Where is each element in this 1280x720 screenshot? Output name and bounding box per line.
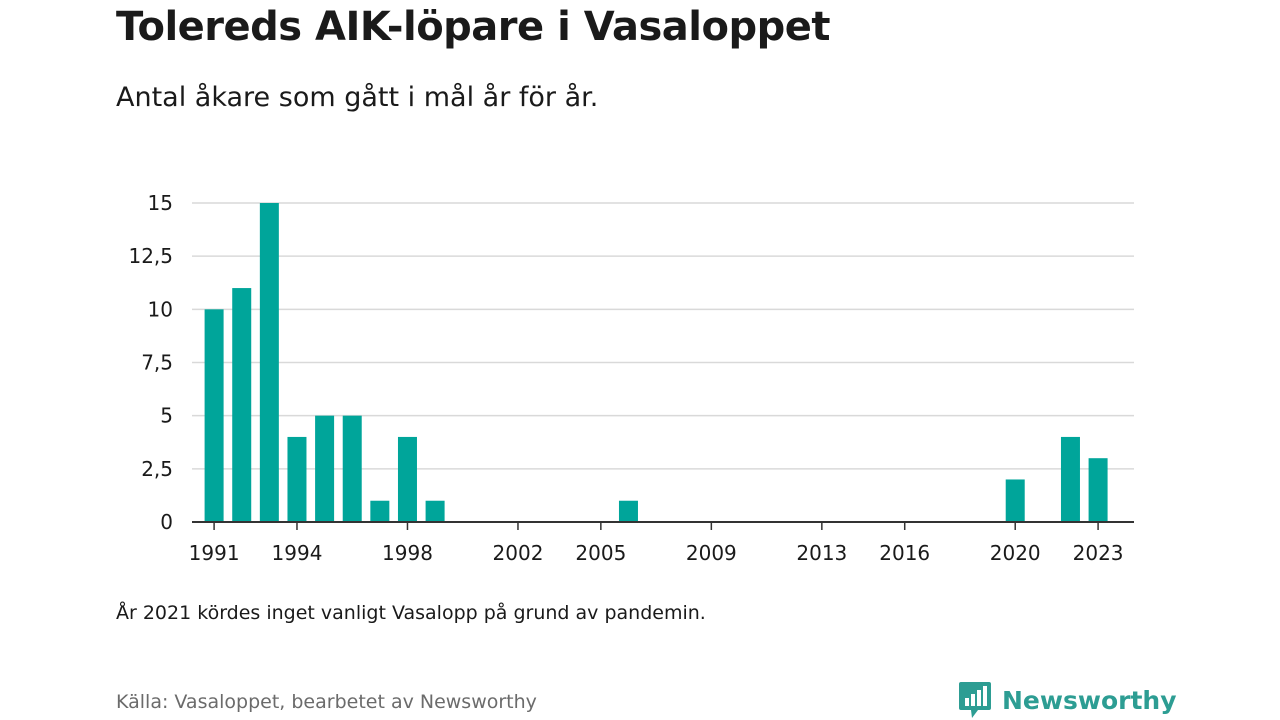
y-tick-label: 12,5 bbox=[128, 244, 173, 268]
y-tick-label: 5 bbox=[160, 404, 173, 428]
bar[interactable] bbox=[397, 436, 417, 522]
bar[interactable] bbox=[425, 500, 445, 522]
x-tick-label: 2020 bbox=[990, 541, 1041, 565]
bar[interactable] bbox=[259, 203, 279, 522]
bar[interactable] bbox=[287, 436, 307, 522]
chart-note: År 2021 kördes inget vanligt Vasalopp på… bbox=[116, 602, 706, 624]
bar[interactable] bbox=[370, 500, 390, 522]
y-tick-labels: 0 2,5 5 7,5 10 12,5 15 bbox=[128, 191, 173, 534]
chart-title: Tolereds AIK-löpare i Vasaloppet bbox=[116, 4, 830, 50]
y-tick-label: 2,5 bbox=[141, 457, 173, 481]
bar[interactable] bbox=[232, 288, 252, 522]
x-tick-label: 2023 bbox=[1073, 541, 1124, 565]
bar[interactable] bbox=[315, 415, 335, 522]
x-tick-label: 1994 bbox=[272, 541, 323, 565]
logo-text: Newsworthy bbox=[1002, 685, 1177, 715]
y-tick-label: 15 bbox=[148, 191, 173, 215]
bar[interactable] bbox=[1005, 479, 1025, 522]
bar[interactable] bbox=[1088, 458, 1108, 522]
source-credit: Källa: Vasaloppet, bearbetet av Newswort… bbox=[116, 691, 537, 713]
x-axis bbox=[192, 521, 1134, 530]
newsworthy-logo-icon bbox=[959, 682, 991, 718]
x-tick-label: 1991 bbox=[189, 541, 240, 565]
bar[interactable] bbox=[618, 500, 638, 522]
newsworthy-logo[interactable]: Newsworthy bbox=[958, 680, 1177, 720]
bar[interactable] bbox=[204, 309, 224, 522]
y-tick-label: 10 bbox=[148, 297, 173, 321]
x-tick-labels: 1991 1994 1998 2002 2005 2009 2013 2016 2020 2023 bbox=[189, 541, 1124, 565]
bar-chart: 0 2,5 5 7,5 10 12,5 15 1991 1994 1998 2002 2005 200… bbox=[128, 191, 1134, 565]
y-tick-label: 0 bbox=[160, 510, 173, 534]
y-tick-label: 7,5 bbox=[141, 351, 173, 375]
x-tick-label: 2002 bbox=[493, 541, 544, 565]
bar[interactable] bbox=[1060, 436, 1080, 522]
bar[interactable] bbox=[342, 415, 362, 522]
bars bbox=[204, 203, 1108, 522]
x-tick-label: 2016 bbox=[879, 541, 930, 565]
x-tick-label: 2009 bbox=[686, 541, 737, 565]
x-tick-label: 1998 bbox=[382, 541, 433, 565]
x-tick-label: 2013 bbox=[796, 541, 847, 565]
chart-subtitle: Antal åkare som gått i mål år för år. bbox=[116, 82, 599, 113]
x-tick-label: 2005 bbox=[575, 541, 626, 565]
